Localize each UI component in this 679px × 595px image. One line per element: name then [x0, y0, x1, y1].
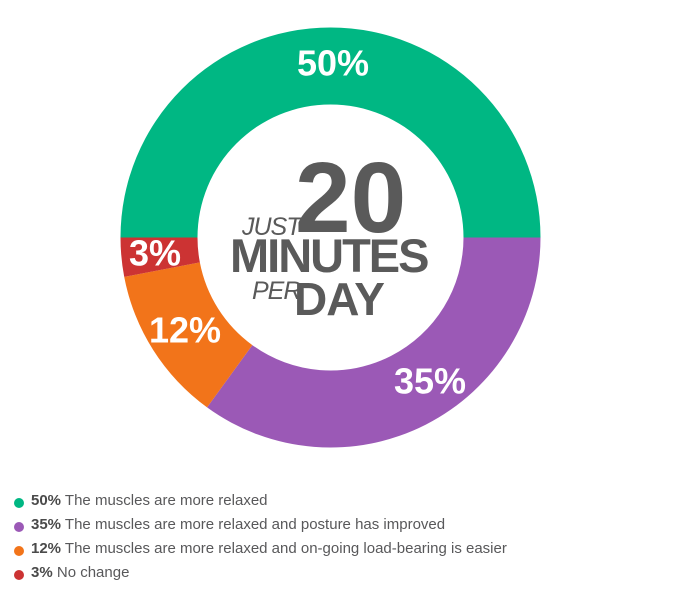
svg-text:50%: 50% [297, 43, 369, 84]
svg-text:35%: 35% [394, 361, 466, 402]
svg-text:3%: 3% [129, 233, 181, 274]
svg-text:12%: 12% [149, 310, 221, 351]
